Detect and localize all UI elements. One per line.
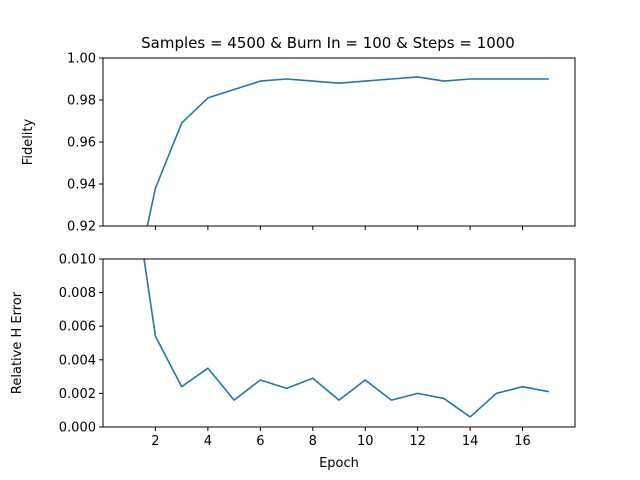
fidelity-y-tick-label: 0.92 <box>67 220 96 235</box>
relative-h-error-panel: 2 4 6 8 10 12 14 16 0.000 0.002 0.004 0.006 0.008 0.0… <box>10 253 576 471</box>
relative-h-error-x-tick-label: 16 <box>514 434 531 449</box>
fidelity-y-axis-label: Fidelity <box>21 118 36 165</box>
chart-title: Samples = 4500 & Burn In = 100 & Steps =… <box>141 34 515 52</box>
fidelity-axes-frame <box>102 57 576 227</box>
relative-h-error-y-axis-label: Relative H Error <box>10 291 25 394</box>
relative-h-error-x-tick-label: 10 <box>357 434 374 449</box>
fidelity-series-line <box>146 76 549 226</box>
relative-h-error-x-tick-label: 12 <box>409 434 426 449</box>
relative-h-error-x-tick-label: 4 <box>204 434 212 449</box>
relative-h-error-y-tick-label: 0.000 <box>59 421 96 436</box>
fidelity-axis-ticks: 0.92 0.94 0.96 0.98 1.00 <box>67 52 524 235</box>
x-axis-label: Epoch <box>319 456 359 471</box>
relative-h-error-y-tick-label: 0.004 <box>59 353 96 368</box>
fidelity-y-tick-label: 0.96 <box>67 136 96 151</box>
fidelity-y-tick-label: 1.00 <box>67 52 96 67</box>
relative-h-error-y-tick-label: 0.002 <box>59 387 96 402</box>
relative-h-error-series-line <box>143 259 549 418</box>
relative-h-error-axis-ticks: 2 4 6 8 10 12 14 16 0.000 0.002 0.004 0.006 0.008 0.0… <box>59 253 531 450</box>
relative-h-error-y-tick-label: 0.006 <box>59 320 96 335</box>
fidelity-panel: Samples = 4500 & Burn In = 100 & Steps =… <box>21 34 576 235</box>
fidelity-y-tick-label: 0.94 <box>67 178 96 193</box>
relative-h-error-y-tick-label: 0.010 <box>59 253 96 268</box>
relative-h-error-x-tick-label: 2 <box>151 434 159 449</box>
relative-h-error-axes-frame <box>102 258 576 428</box>
relative-h-error-x-tick-label: 8 <box>309 434 317 449</box>
fidelity-y-tick-label: 0.98 <box>67 94 96 109</box>
relative-h-error-y-tick-label: 0.008 <box>59 286 96 301</box>
relative-h-error-x-tick-label: 14 <box>462 434 479 449</box>
relative-h-error-x-tick-label: 6 <box>256 434 264 449</box>
